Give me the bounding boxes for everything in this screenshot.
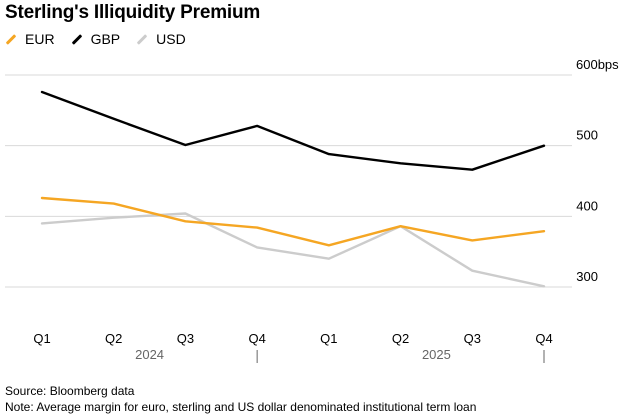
x-tick-label-8: Q4: [535, 331, 552, 346]
y-tick-label-600: 600bps: [576, 57, 619, 72]
series-line-eur: [40, 196, 546, 247]
x-tick-label-7: Q3: [464, 331, 481, 346]
line-chart: 600bps 500 400 300 Q1 Q2 Q3 Q4 Q1 Q2 Q3 Q4 2024 2025: [5, 57, 619, 363]
x-tick-label-3: Q3: [177, 331, 194, 346]
y-tick-label-300: 300: [576, 269, 598, 284]
x-tick-label-1: Q1: [33, 331, 50, 346]
x-tick-label-5: Q1: [320, 331, 337, 346]
series-line-usd: [40, 212, 546, 288]
chart-legend: EUR GBP USD: [5, 30, 202, 48]
y-tick-label-400: 400: [576, 198, 598, 213]
year-label-2025: 2025: [422, 347, 451, 362]
x-tick-label-4: Q4: [248, 331, 265, 346]
footnote: Note: Average margin for euro, sterling …: [5, 400, 477, 414]
legend-item-usd: USD: [136, 31, 186, 47]
y-tick-label-500: 500: [576, 128, 598, 143]
x-tick-label-6: Q2: [392, 331, 409, 346]
legend-label-eur: EUR: [25, 31, 55, 47]
x-tick-label-2: Q2: [105, 331, 122, 346]
legend-label-usd: USD: [156, 31, 186, 47]
chart-title: Sterling's Illiquidity Premium: [5, 2, 261, 23]
year-label-2024: 2024: [135, 347, 164, 362]
legend-label-gbp: GBP: [90, 31, 121, 47]
source-note: Source: Bloomberg data: [5, 384, 135, 398]
series-line-gbp: [40, 90, 546, 171]
legend-item-eur: EUR: [5, 31, 55, 47]
legend-item-gbp: GBP: [71, 31, 121, 47]
